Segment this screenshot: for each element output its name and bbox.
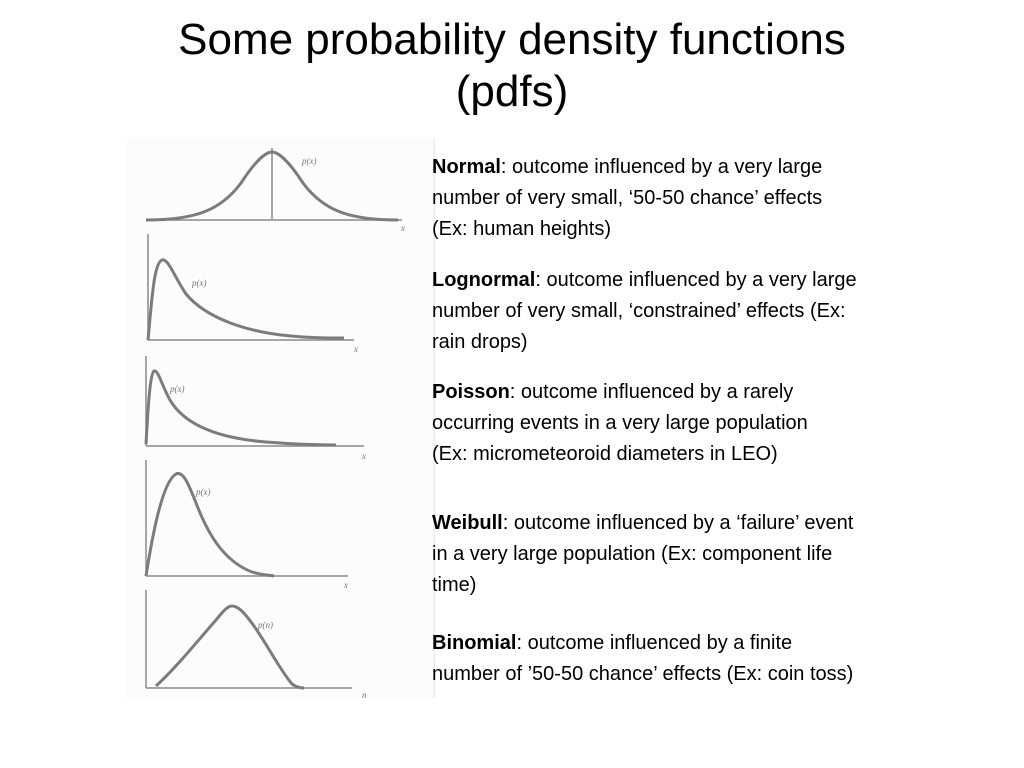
- binomial-pdf-plot: p(n) n: [145, 590, 367, 698]
- pdf-figure-panel: p(x) x p(x) x p(x) x p(x) x: [126, 138, 436, 698]
- pdf-curves-image: p(x) x p(x) x p(x) x p(x) x: [126, 138, 436, 698]
- binomial-curve-label: p(n): [257, 620, 273, 630]
- normal-curve-label: p(x): [301, 156, 317, 166]
- poisson-description-line-3: (Ex: micrometeoroid diameters in LEO): [432, 443, 778, 465]
- normal-axis-label: x: [400, 223, 405, 233]
- weibull-description: Weibull: outcome influenced by a ‘failur…: [432, 508, 1002, 601]
- binomial-term: Binomial: [432, 632, 517, 654]
- normal-pdf-plot: p(x) x: [145, 148, 405, 233]
- weibull-pdf-plot: p(x) x: [144, 460, 348, 590]
- poisson-pdf-plot: p(x) x: [144, 356, 366, 461]
- slide-title-line-1: Some probability density functions: [178, 15, 846, 64]
- normal-description-line-1: Normal: outcome influenced by a very lar…: [432, 156, 823, 178]
- weibull-curve-label: p(x): [195, 487, 211, 497]
- weibull-description-line-1: Weibull: outcome influenced by a ‘failur…: [432, 512, 854, 534]
- normal-curve: [145, 150, 399, 222]
- normal-description: Normal: outcome influenced by a very lar…: [432, 152, 1002, 245]
- lognormal-curve-label: p(x): [191, 278, 207, 288]
- weibull-axis-label: x: [343, 580, 348, 590]
- poisson-curve-label: p(x): [169, 384, 185, 394]
- binomial-axis-label: n: [362, 690, 367, 698]
- lognormal-pdf-plot: p(x) x: [146, 234, 358, 354]
- poisson-description: Poisson: outcome influenced by a rarely …: [432, 377, 1002, 470]
- weibull-term: Weibull: [432, 512, 503, 534]
- weibull-description-line-2: in a very large population (Ex: componen…: [432, 543, 833, 565]
- poisson-curve: [144, 369, 337, 447]
- poisson-description-line-2: occurring events in a very large populat…: [432, 412, 808, 434]
- lognormal-curve: [146, 258, 345, 341]
- binomial-description-line-1: Binomial: outcome influenced by a finite: [432, 632, 793, 654]
- normal-description-line-3: (Ex: human heights): [432, 218, 611, 240]
- binomial-description-line-2: number of ’50-50 chance’ effects (Ex: co…: [432, 663, 854, 685]
- weibull-description-line-3: time): [432, 574, 477, 596]
- lognormal-description-line-1: Lognormal: outcome influenced by a very …: [432, 269, 857, 291]
- poisson-description-line-1: Poisson: outcome influenced by a rarely: [432, 381, 794, 403]
- lognormal-description: Lognormal: outcome influenced by a very …: [432, 265, 1002, 358]
- poisson-term: Poisson: [432, 381, 510, 403]
- slide-title-line-2: (pdfs): [455, 67, 569, 116]
- slide-title: Some probability density functions (pdfs…: [0, 14, 1024, 118]
- binomial-curve: [154, 604, 305, 690]
- lognormal-axis-label: x: [353, 344, 358, 354]
- lognormal-description-line-3: rain drops): [432, 331, 528, 353]
- lognormal-term: Lognormal: [432, 269, 536, 291]
- normal-term: Normal: [432, 156, 501, 178]
- weibull-curve: [144, 472, 275, 578]
- binomial-description: Binomial: outcome influenced by a finite…: [432, 628, 1002, 690]
- poisson-axis-label: x: [361, 451, 366, 461]
- normal-description-line-2: number of very small, ‘50-50 chance’ eff…: [432, 187, 823, 209]
- lognormal-description-line-2: number of very small, ‘constrained’ effe…: [432, 300, 846, 322]
- figure-background: [126, 138, 436, 698]
